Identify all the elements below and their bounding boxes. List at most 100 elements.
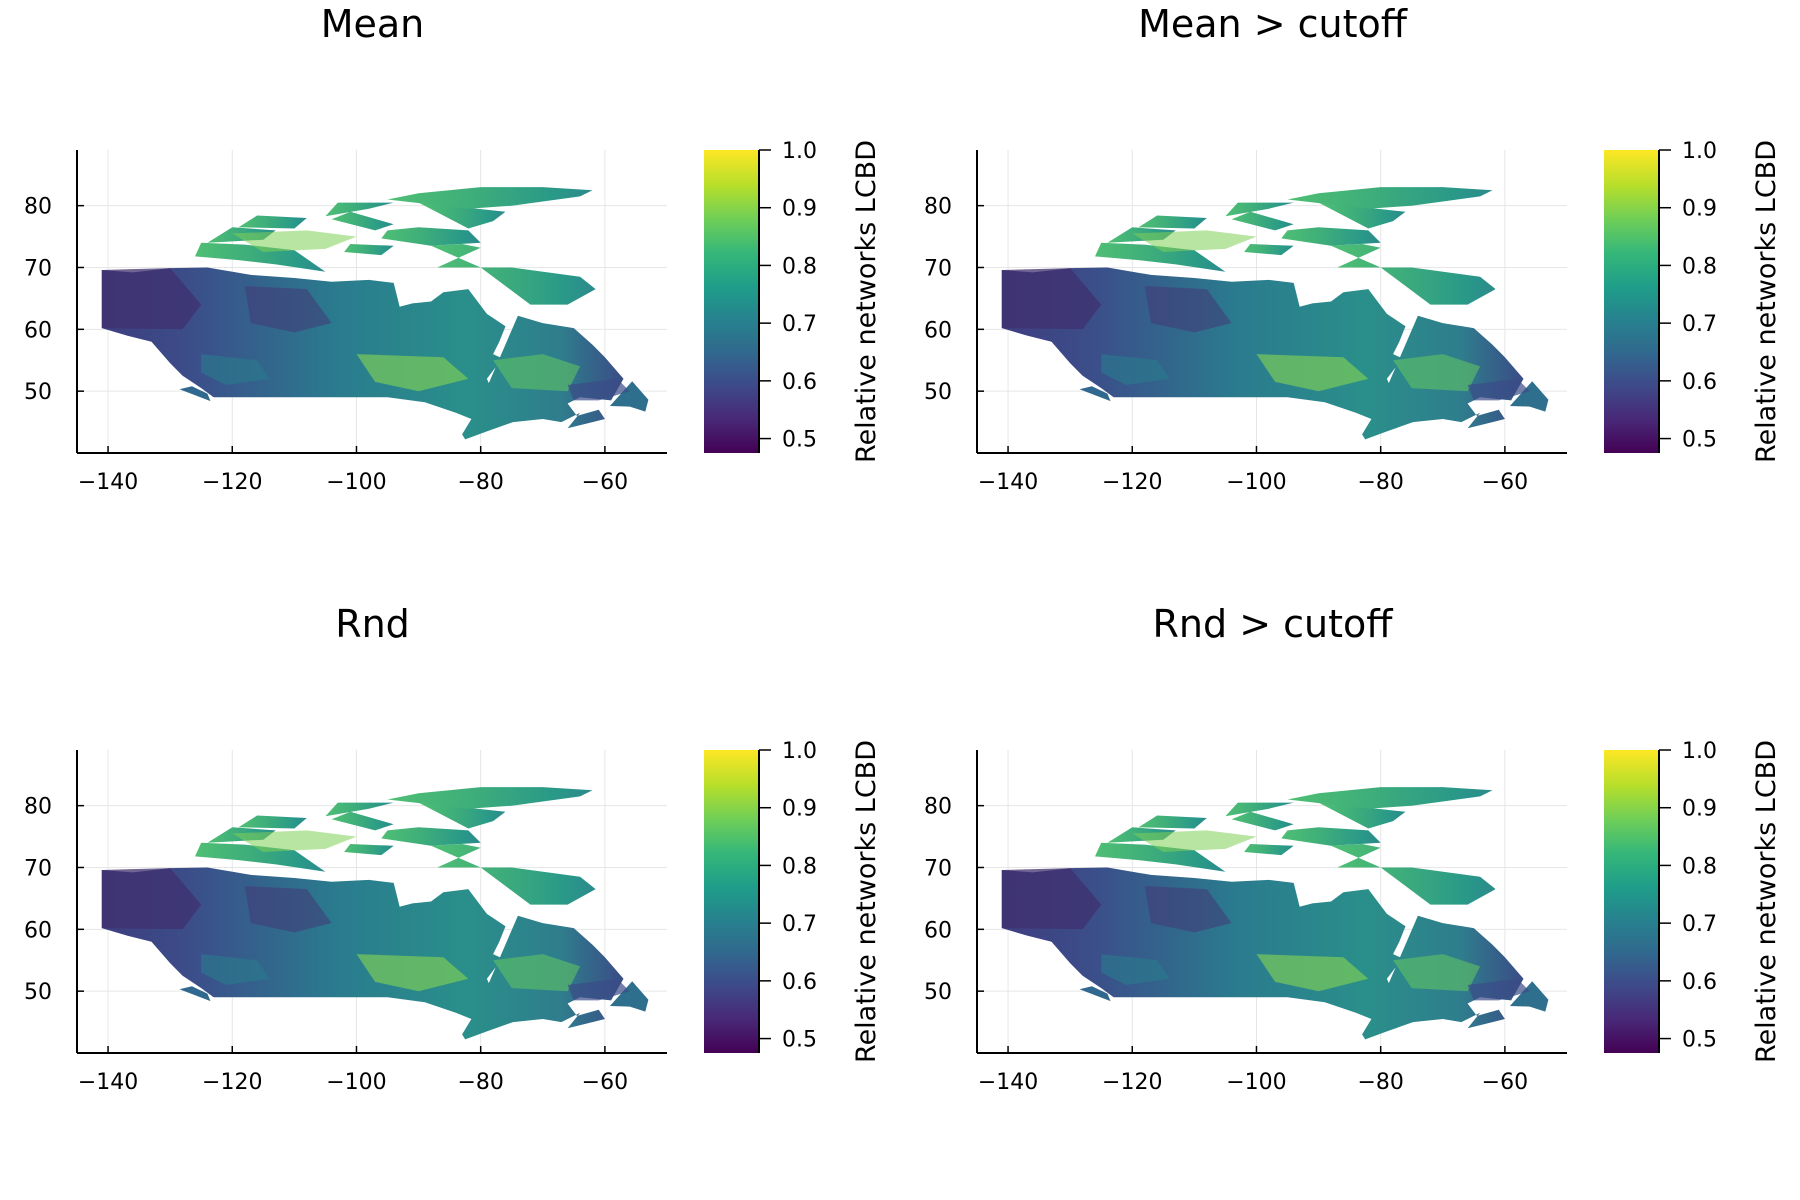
x-tick-label: −120: [1102, 1070, 1162, 1095]
y-tick-label: 50: [924, 980, 952, 1005]
arctic-island-shape: [1318, 202, 1406, 229]
arctic-island-shape: [1138, 215, 1207, 229]
panel-rnd-cutoff: Rnd > cutoff −140 −120 −100 −80 −60 50 60 70 80 0…: [900, 600, 1800, 1200]
value-patch: [201, 354, 270, 385]
x-tick-label: −100: [326, 470, 386, 495]
value-patch: [1001, 268, 1102, 330]
x-tick-label: −80: [457, 1070, 503, 1095]
map-plot: −140 −120 −100 −80 −60 50 60 70 80 0.5 0.6 0.7 0.8 0.…: [924, 739, 1782, 1095]
colorbar-tick-label: 0.5: [782, 428, 817, 453]
colorbar-tick-label: 0.5: [782, 1028, 817, 1053]
arctic-island-shape: [1225, 802, 1294, 817]
x-tick-label: −60: [582, 470, 628, 495]
colorbar-tick-label: 0.9: [1682, 797, 1717, 822]
y-tick-label: 80: [24, 195, 52, 220]
colorbar-tick-label: 1.0: [782, 739, 817, 764]
value-patch: [244, 886, 332, 933]
value-patch: [1101, 354, 1170, 385]
arctic-island-shape: [381, 827, 481, 846]
x-tick-label: −100: [1226, 470, 1286, 495]
value-patch: [101, 268, 202, 330]
colorbar-label: Relative networks LCBD: [1751, 140, 1782, 463]
colorbar-tick-label: 0.9: [1682, 197, 1717, 222]
x-tick-label: −100: [326, 1070, 386, 1095]
vancouver-island-shape: [1079, 386, 1111, 402]
value-patch: [356, 954, 469, 992]
colorbar-tick-label: 1.0: [1682, 739, 1717, 764]
x-tick-label: −140: [978, 1070, 1038, 1095]
colorbar-tick-label: 0.8: [1682, 254, 1717, 279]
value-patch: [493, 354, 581, 392]
arctic-island-shape: [1225, 202, 1294, 217]
arctic-island-shape: [1231, 811, 1294, 831]
arctic-island-shape: [1244, 244, 1294, 256]
colorbar-tick-label: 0.7: [782, 912, 817, 937]
colorbar: [704, 150, 759, 453]
x-tick-label: −140: [978, 470, 1038, 495]
arctic-island-shape: [331, 211, 394, 231]
panel-title: Rnd > cutoff: [1152, 602, 1393, 646]
arctic-island-shape: [418, 202, 506, 229]
y-tick-label: 50: [924, 380, 952, 405]
newfoundland-shape: [1509, 981, 1549, 1012]
y-tick-label: 60: [24, 318, 52, 343]
colorbar-label: Relative networks LCBD: [851, 740, 882, 1063]
vancouver-island-shape: [179, 386, 211, 402]
colorbar-tick-label: 0.8: [1682, 854, 1717, 879]
x-tick-label: −140: [78, 1070, 138, 1095]
arctic-island-shape: [1318, 802, 1406, 829]
arctic-island-shape: [431, 244, 596, 305]
arctic-island-shape: [387, 187, 593, 209]
arctic-island-shape: [1287, 187, 1493, 209]
arctic-island-shape: [1281, 227, 1381, 246]
y-tick-label: 70: [24, 856, 52, 881]
mainland-shape: [1001, 267, 1524, 440]
value-patch: [201, 954, 270, 985]
y-tick-label: 60: [24, 918, 52, 943]
value-patch: [1256, 354, 1369, 392]
y-tick-label: 80: [924, 795, 952, 820]
newfoundland-shape: [609, 981, 649, 1012]
value-patch: [1467, 378, 1530, 401]
y-tick-label: 60: [924, 318, 952, 343]
x-tick-label: −60: [582, 1070, 628, 1095]
y-tick-label: 80: [24, 795, 52, 820]
colorbar-tick-label: 0.7: [782, 312, 817, 337]
panel-title: Mean: [320, 2, 425, 46]
arctic-island-shape: [1281, 827, 1381, 846]
value-patch: [1132, 230, 1257, 252]
y-tick-label: 60: [924, 918, 952, 943]
value-patch: [244, 286, 332, 333]
value-patch: [567, 378, 630, 401]
arctic-island-shape: [387, 787, 593, 809]
value-patch: [567, 978, 630, 1001]
value-patch: [1393, 354, 1481, 392]
y-tick-label: 70: [924, 856, 952, 881]
arctic-island-shape: [344, 844, 394, 856]
arctic-island-shape: [238, 815, 307, 829]
value-patch: [232, 830, 357, 852]
x-tick-label: −140: [78, 470, 138, 495]
colorbar-tick-label: 0.9: [782, 197, 817, 222]
colorbar: [1604, 150, 1659, 453]
x-tick-label: −120: [1102, 470, 1162, 495]
value-patch: [101, 868, 202, 930]
x-tick-label: −80: [457, 470, 503, 495]
arctic-island-shape: [238, 215, 307, 229]
newfoundland-shape: [609, 381, 649, 412]
panel-mean-cutoff: Mean > cutoff −140 −120 −100 −80 −60 50 60 70 80…: [900, 0, 1800, 600]
colorbar-tick-label: 0.8: [782, 854, 817, 879]
panel-title: Rnd: [335, 602, 410, 646]
arctic-island-shape: [1287, 787, 1493, 809]
colorbar: [1604, 750, 1659, 1053]
value-patch: [1467, 978, 1530, 1001]
arctic-island-shape: [1138, 815, 1207, 829]
x-tick-label: −80: [1357, 1070, 1403, 1095]
colorbar-tick-label: 0.9: [782, 797, 817, 822]
mainland-shape: [1001, 867, 1524, 1040]
arctic-island-shape: [1231, 211, 1294, 231]
y-tick-label: 80: [924, 195, 952, 220]
arctic-island-shape: [331, 811, 394, 831]
map-plot: −140 −120 −100 −80 −60 50 60 70 80 0.5 0.6 0.7 0.8 0.…: [924, 139, 1782, 495]
colorbar-tick-label: 0.5: [1682, 1028, 1717, 1053]
